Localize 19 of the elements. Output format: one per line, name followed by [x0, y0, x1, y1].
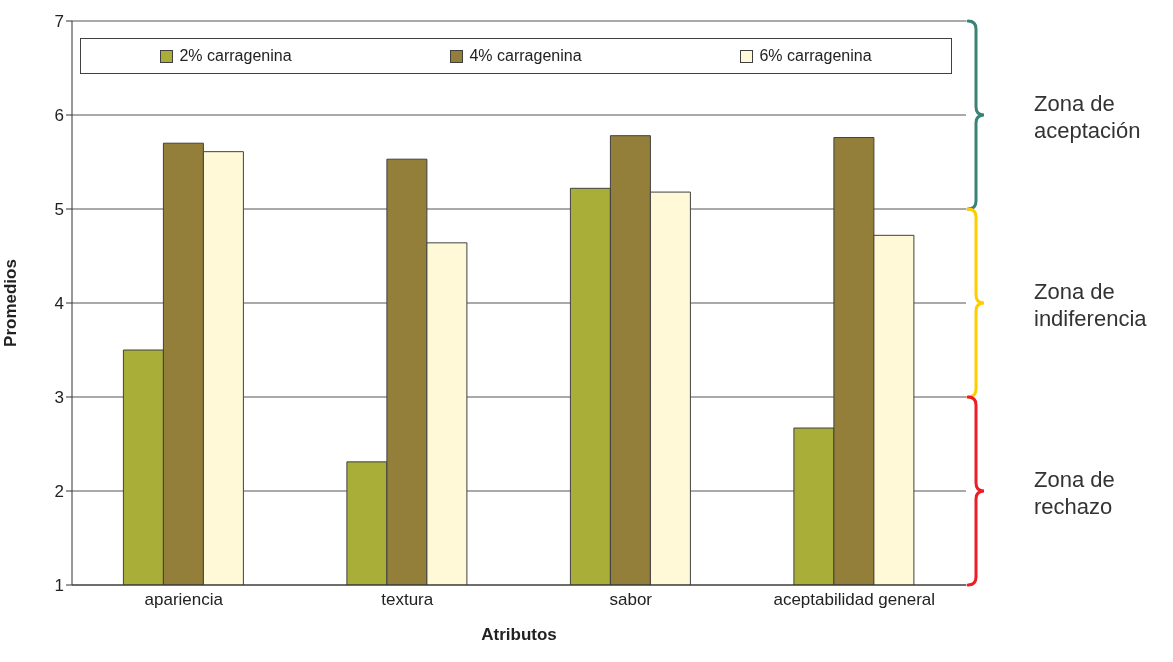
x-tick-label: aceptabilidad general — [773, 590, 936, 610]
x-tick-label: textura — [381, 590, 434, 610]
x-axis-title: Atributos — [481, 625, 557, 644]
y-tick-label: 6 — [54, 106, 64, 126]
y-tick-label: 5 — [54, 200, 64, 220]
y-tick-label: 2 — [54, 482, 64, 502]
y-tick-label: 7 — [54, 12, 64, 32]
legend-label: 4% carragenina — [469, 47, 582, 65]
text: Zona de aceptación — [1034, 91, 1141, 143]
legend-label: 6% carragenina — [759, 47, 872, 65]
x-tick-label: apariencia — [144, 590, 224, 610]
text: Zona de rechazo — [1034, 467, 1115, 519]
x-tick-label: sabor — [609, 590, 653, 610]
y-tick-label: 4 — [54, 294, 64, 314]
y-axis-title: Promedios — [1, 259, 21, 347]
text: Zona de indiferencia — [1034, 279, 1148, 331]
y-tick-label: 1 — [54, 576, 64, 596]
y-tick-label: 3 — [54, 388, 64, 408]
legend-label: 2% carragenina — [179, 47, 292, 65]
